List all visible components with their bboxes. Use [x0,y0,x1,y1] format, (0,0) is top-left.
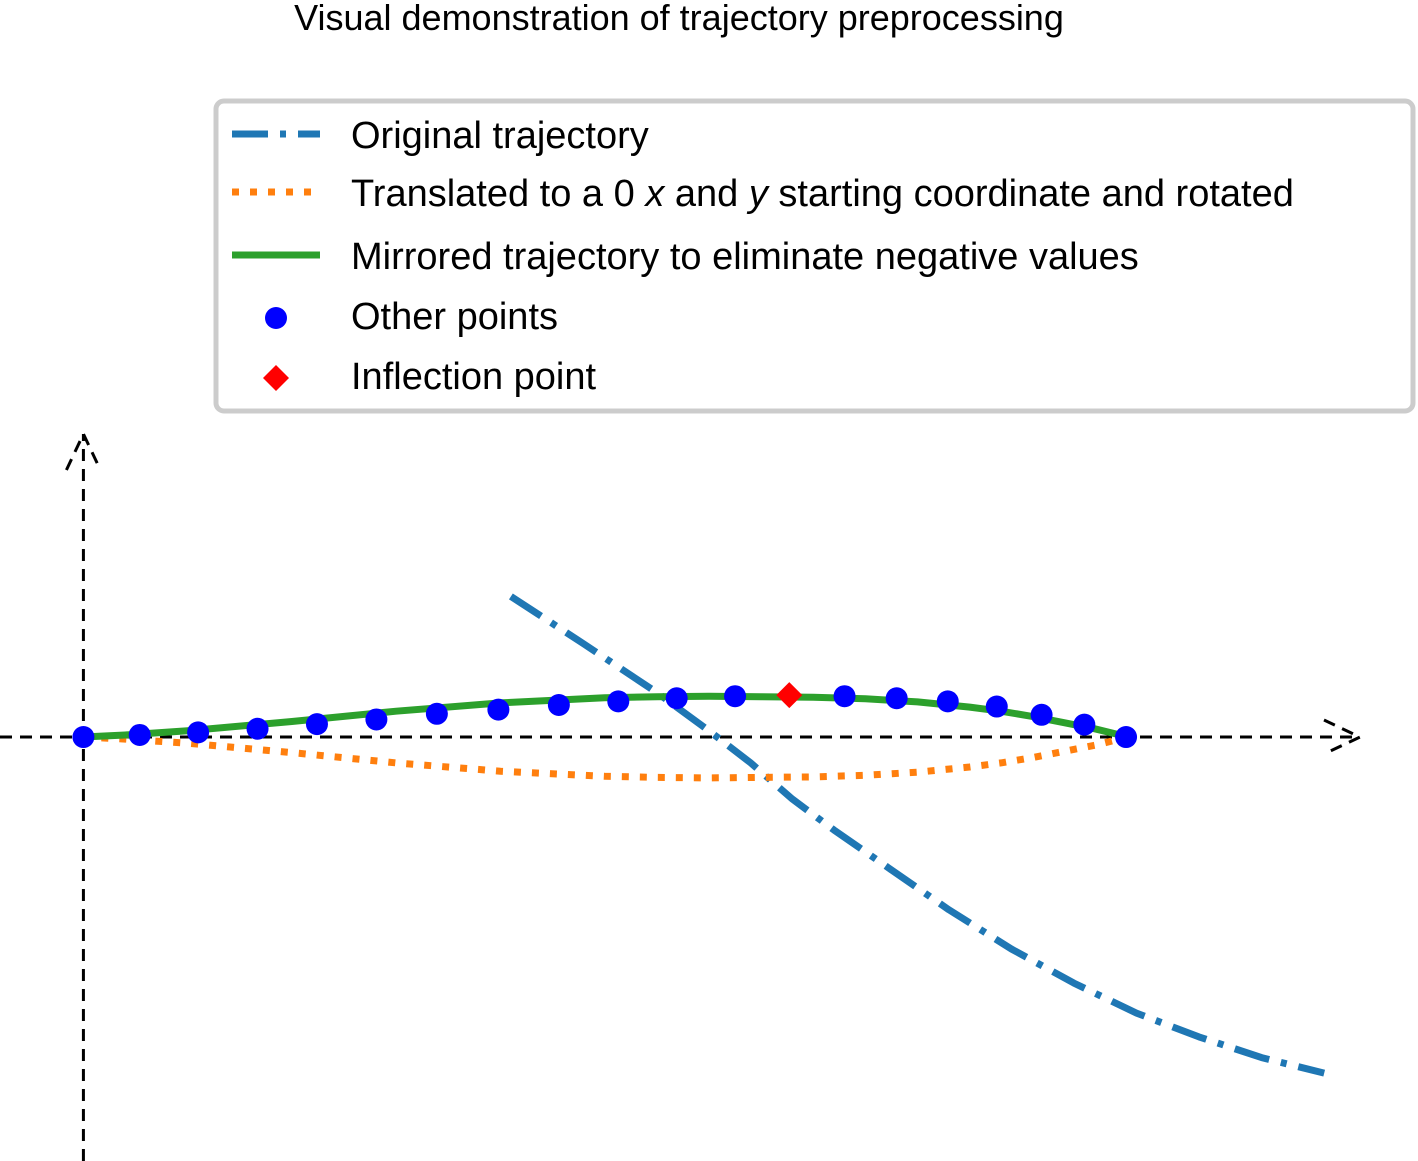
other-point-marker [1030,703,1053,726]
other-point-marker [547,693,570,716]
legend-swatch-inflection-point [263,365,289,391]
axes [0,430,1364,1161]
other-point-marker [985,695,1008,718]
x-axis-arrowhead [1323,718,1364,756]
other-point-marker [487,698,510,721]
legend-label-other-points: Other points [351,296,558,338]
legend-swatches [232,130,320,391]
other-point-marker [246,717,269,740]
legend-label-translated-part-3: and [664,173,749,215]
legend-label-translated-x: x [643,173,666,215]
legend-label-original: Original trajectory [351,115,649,157]
inflection-point-marker [776,682,803,709]
series-line-original [508,593,1326,1077]
other-point-marker [72,726,95,749]
legend-label-translated-y: y [746,173,770,215]
other-point-marker [128,723,151,746]
series-line-translated [83,733,1128,782]
other-point-marker [724,685,747,708]
chart-title: Visual demonstration of trajectory prepr… [294,0,1064,38]
series-layer [83,593,1326,1077]
legend-label-inflection-point: Inflection point [351,356,596,398]
other-point-marker [1073,713,1096,736]
other-point-marker [187,721,210,744]
points-layer [72,682,1138,749]
other-point-marker [425,702,448,725]
legend-swatch-other-points [265,307,287,329]
legend-label-mirrored: Mirrored trajectory to eliminate negativ… [351,236,1139,278]
other-point-marker [1115,726,1138,749]
other-point-marker [305,713,328,736]
legend-frame [213,98,1416,414]
y-axis-arrowhead [65,430,102,471]
other-point-marker [365,708,388,731]
other-point-marker [607,690,630,713]
series-line-mirrored [83,692,1128,741]
other-point-marker [885,687,908,710]
legend-label-translated-part-1: Translated to a 0 [351,173,645,215]
legend-label-translated-part-5: starting coordinate and rotated [768,173,1294,215]
other-point-marker [936,690,959,713]
other-point-marker [833,685,856,708]
legend-label-translated: Translated to a 0 x and y starting coord… [351,173,1294,215]
other-point-marker [665,687,688,710]
legend: Original trajectory Translated to a 0 x … [213,98,1416,414]
